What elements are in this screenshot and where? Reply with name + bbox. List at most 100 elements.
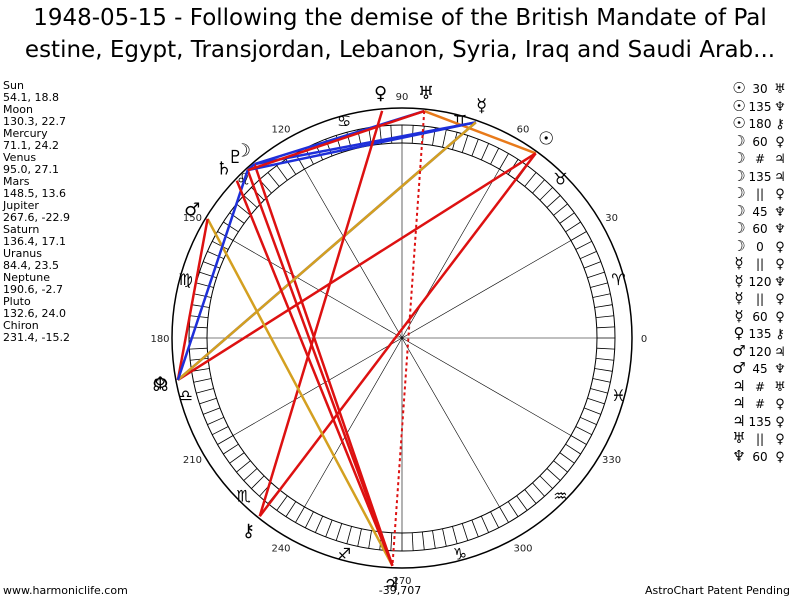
aspect-planet-b: ⚷ — [775, 117, 785, 132]
zodiac-sign-icon: ♈ — [611, 270, 625, 289]
division-line — [401, 337, 572, 436]
aspect-planet-a: ☉ — [732, 114, 746, 132]
planet-name: Chiron — [3, 319, 39, 332]
planet-name: Neptune — [3, 271, 51, 284]
degree-tick — [191, 304, 210, 308]
degree-tick — [471, 139, 479, 157]
aspect-list: ☉ 30 ♅ ☉ 135 ♆ ☉ 180 ⚷ ☽ 60 ♀ ☽ # ♃ ☽ 135 ♃ ☽ || ♀ ☽ 45 ♆ ☽ 60 ♆ ☽ 0… — [730, 80, 800, 465]
degree-tick — [546, 195, 561, 208]
aspect-planet-a: ☿ — [734, 271, 744, 290]
aspect-planet-b: ♃ — [774, 152, 786, 167]
aspect-planet-b: ⚷ — [775, 327, 785, 342]
degree-tick — [490, 148, 500, 165]
division-line — [304, 168, 403, 339]
aspect-line — [258, 152, 537, 517]
aspect-line — [247, 121, 477, 172]
aspect-row: ♀ 135 ⚷ — [730, 325, 800, 343]
degree-tick — [335, 523, 343, 541]
aspect-value: 120 — [748, 344, 772, 359]
zodiac-sign-icon: ♐ — [337, 544, 351, 563]
aspect-planet-b: ♀ — [775, 414, 785, 430]
degree-tick — [480, 515, 490, 533]
degree-tick — [553, 203, 568, 216]
chart-title-line-1: 1948-05-15 - Following the demise of the… — [33, 5, 767, 31]
planet-name: Moon — [3, 103, 33, 116]
zodiac-sign-icon: ♋ — [337, 112, 351, 131]
degree-tick — [499, 153, 509, 170]
division-line — [304, 337, 403, 508]
degree-tick — [452, 526, 458, 544]
degree-tick — [570, 231, 587, 241]
degree-tick — [190, 357, 209, 361]
degree-tick — [295, 506, 305, 523]
degree-tick — [539, 187, 553, 201]
degree-tick — [480, 143, 490, 161]
degree-tick — [461, 135, 469, 153]
aspect-planet-a: ☉ — [732, 79, 746, 97]
aspect-line — [176, 169, 249, 381]
aspect-value: 45 — [752, 362, 768, 376]
planet-coords: 148.5, 13.6 — [3, 187, 66, 200]
aspect-row: ♂ 45 ♆ — [730, 360, 800, 378]
aspect-planet-b: ♀ — [775, 187, 785, 202]
planet-coords: 231.4, -15.2 — [3, 331, 70, 344]
planet-glyph-icon: ♀ — [374, 83, 387, 104]
patent-notice: AstroChart Patent Pending — [644, 584, 790, 597]
aspect-planet-a: ☉ — [732, 96, 746, 115]
aspect-planet-b: ♅ — [774, 379, 786, 395]
degree-tick — [565, 443, 581, 455]
aspect-planet-b: ♆ — [774, 99, 786, 115]
aspect-planet-b: ♀ — [775, 257, 785, 272]
aspect-row: ☿ || ♀ — [730, 290, 800, 308]
planet-glyph-icon: ⚷ — [242, 520, 255, 541]
degree-tick — [590, 282, 608, 288]
degree-tick — [193, 293, 212, 298]
division-line — [401, 337, 500, 508]
aspect-planet-b: ♀ — [775, 309, 785, 325]
aspect-planet-b: ♀ — [775, 239, 785, 255]
planet-glyph-icon: ☉ — [538, 129, 554, 150]
site-link[interactable]: www.harmoniclife.com — [3, 584, 128, 597]
degree-tick — [207, 250, 225, 260]
degree-tick — [579, 250, 597, 260]
aspect-row: ☉ 30 ♅ — [730, 80, 800, 98]
degree-tick — [579, 416, 597, 426]
degree-tick — [193, 378, 212, 383]
zodiac-sign-icon: ♉ — [553, 170, 567, 189]
planet-coords: 132.6, 24.0 — [3, 307, 66, 320]
degree-tick — [516, 495, 528, 511]
planet-glyph-icon: ♆ — [152, 373, 168, 394]
aspect-planet-b: ♀ — [775, 292, 785, 307]
aspect-planet-a: ☽ — [732, 131, 746, 150]
zodiac-sign-icon: ♍ — [178, 270, 192, 289]
degree-tick — [346, 526, 352, 544]
aspect-line — [253, 163, 394, 567]
degree-tick — [189, 347, 208, 350]
aspect-value: || — [755, 292, 765, 306]
degree-label: 300 — [513, 544, 532, 555]
aspect-planet-b: ♀ — [775, 397, 785, 412]
degree-tick — [357, 528, 362, 547]
aspect-planet-a: ♅ — [732, 429, 746, 447]
aspect-line — [258, 110, 384, 517]
degree-label: 90 — [396, 92, 409, 103]
aspect-value: 60 — [752, 134, 768, 149]
planet-name: Saturn — [3, 223, 40, 236]
degree-tick — [199, 271, 217, 279]
degree-tick — [559, 452, 575, 464]
zodiac-sign-icon: ♎ — [178, 386, 192, 405]
degree-tick — [594, 368, 613, 372]
aspect-line — [246, 169, 394, 567]
degree-tick — [596, 347, 615, 350]
degree-tick — [196, 388, 214, 394]
aspect-line — [206, 218, 394, 567]
degree-label: 240 — [271, 544, 290, 555]
aspect-planet-b: ♃ — [774, 344, 786, 360]
degree-label: 210 — [183, 455, 202, 466]
planet-position-list: Sun 54.1, 18.8 Moon 130.3, 22.7 Mercury 71.1,… — [3, 80, 83, 344]
aspect-row: ♅ || ♀ — [730, 430, 800, 448]
aspect-value: 135 — [748, 99, 772, 114]
planet-coords: 190.6, -2.7 — [3, 283, 63, 296]
degree-tick — [524, 172, 537, 187]
aspect-planet-a: ♃ — [732, 394, 746, 412]
